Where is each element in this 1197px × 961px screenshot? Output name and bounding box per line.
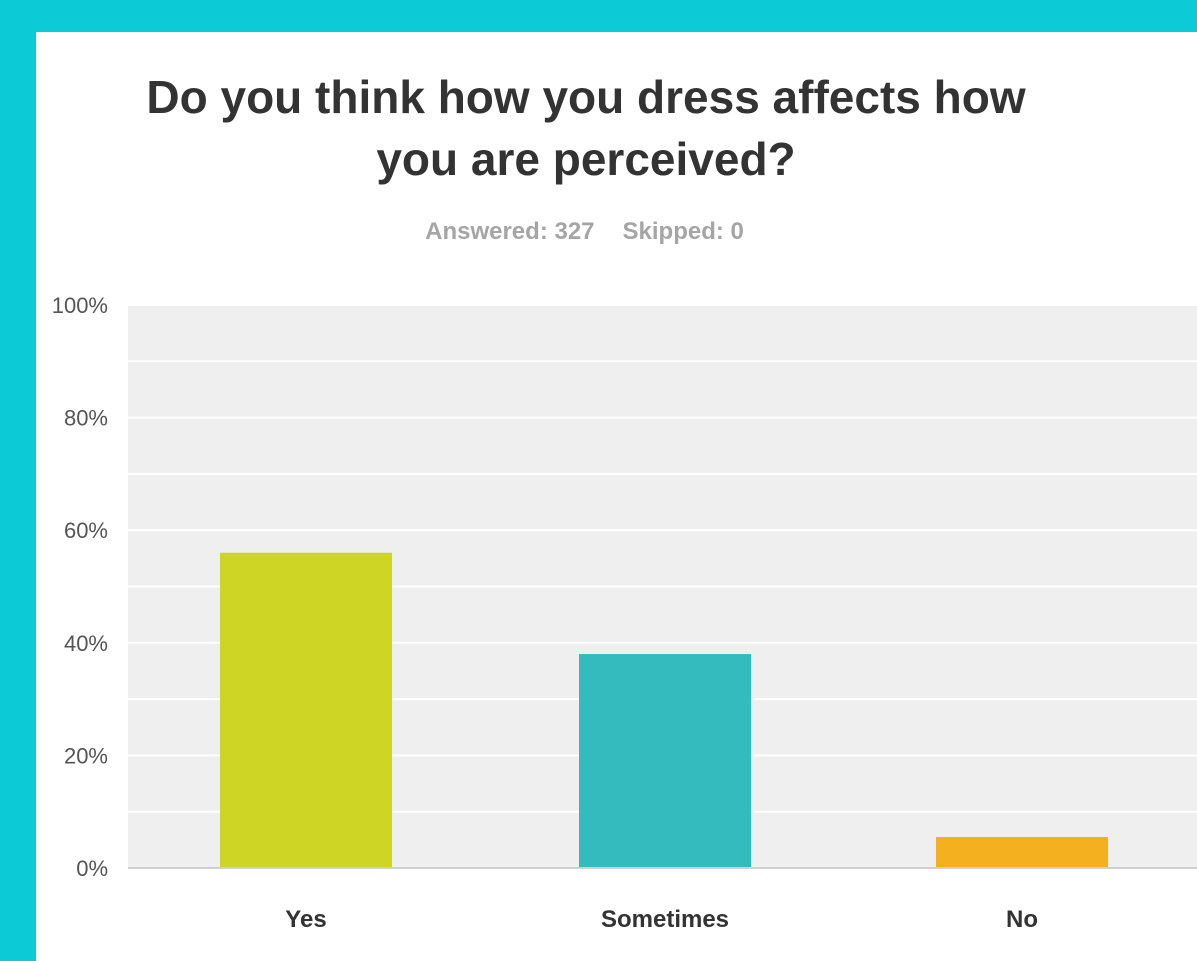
bar-sometimes xyxy=(579,654,751,868)
y-tick-label: 40% xyxy=(64,631,108,656)
y-tick-label: 60% xyxy=(64,518,108,543)
response-stats: Answered: 327 Skipped: 0 xyxy=(36,218,1133,246)
y-tick-label: 100% xyxy=(52,293,108,318)
x-tick-label: No xyxy=(1006,906,1038,933)
skipped-count: Skipped: 0 xyxy=(622,218,744,245)
y-tick-label: 0% xyxy=(76,856,108,881)
x-tick-label: Yes xyxy=(285,906,326,933)
bar-yes xyxy=(220,552,392,868)
y-tick-label: 20% xyxy=(64,743,108,768)
x-tick-label: Sometimes xyxy=(601,906,729,933)
answered-count: Answered: 327 xyxy=(425,218,595,245)
chart-title: Do you think how you dress affects how y… xyxy=(146,71,1026,185)
bar-no xyxy=(936,837,1108,868)
y-tick-label: 80% xyxy=(64,406,108,431)
